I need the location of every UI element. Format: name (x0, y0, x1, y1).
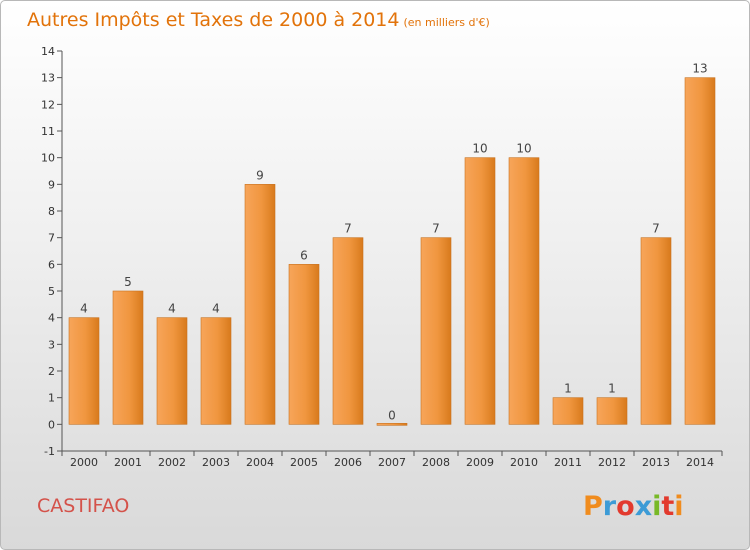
x-tick-label: 2012 (598, 456, 626, 469)
y-tick-label: 4 (48, 312, 55, 325)
x-tick-label: 2001 (114, 456, 142, 469)
bar (552, 397, 584, 425)
chart-title: Autres Impôts et Taxes de 2000 à 2014 (en… (27, 9, 490, 31)
x-tick-label: 2000 (70, 456, 98, 469)
logo-letter: i (674, 491, 684, 522)
x-tick-label: 2002 (158, 456, 186, 469)
bar (200, 317, 232, 425)
bar-value-label: 4 (168, 302, 176, 316)
x-tick-label: 2013 (642, 456, 670, 469)
bar-value-label: 13 (692, 62, 707, 76)
bar-value-label: 9 (256, 168, 264, 182)
y-tick-label: 8 (48, 205, 55, 218)
bar-value-label: 4 (80, 302, 88, 316)
bar-value-label: 4 (212, 302, 220, 316)
bar (68, 317, 100, 425)
proxiti-logo: Proxiti (583, 491, 684, 522)
x-tick-label: 2011 (554, 456, 582, 469)
bar (508, 157, 540, 425)
x-tick-label: 2004 (246, 456, 274, 469)
logo-letter: P (583, 491, 603, 522)
logo-letter: x (634, 491, 653, 522)
commune-name: CASTIFAO (37, 495, 130, 517)
x-tick-label: 2010 (510, 456, 538, 469)
logo-letter: i (652, 491, 662, 522)
y-tick-label: 11 (41, 125, 55, 138)
x-tick-label: 2008 (422, 456, 450, 469)
logo-letter: o (616, 491, 635, 522)
bar (684, 77, 716, 425)
x-tick-label: 2014 (686, 456, 714, 469)
bar (640, 237, 672, 425)
bar-value-label: 10 (516, 142, 531, 156)
x-tick-label: 2005 (290, 456, 318, 469)
y-tick-label: 0 (48, 418, 55, 431)
bar (596, 397, 628, 425)
bar (420, 237, 452, 425)
y-tick-label: 10 (41, 152, 55, 165)
bar (376, 423, 408, 426)
y-tick-label: 2 (48, 365, 55, 378)
chart-subtitle: (en milliers d'€) (403, 16, 490, 29)
bar-value-label: 6 (300, 248, 308, 262)
y-tick-label: 3 (48, 338, 55, 351)
x-tick-label: 2007 (378, 456, 406, 469)
x-tick-label: 2006 (334, 456, 362, 469)
bar-value-label: 10 (472, 142, 487, 156)
logo-letter: t (661, 491, 675, 522)
y-tick-label: 13 (41, 72, 55, 85)
bar (156, 317, 188, 425)
bar-value-label: 1 (564, 382, 572, 396)
y-tick-label: 5 (48, 285, 55, 298)
y-tick-label: 7 (48, 232, 55, 245)
bar-value-label: 7 (652, 222, 660, 236)
y-tick-label: 6 (48, 258, 55, 271)
x-tick-label: 2003 (202, 456, 230, 469)
bar-value-label: 7 (344, 222, 352, 236)
x-tick-label: 2009 (466, 456, 494, 469)
bar (288, 264, 320, 425)
bar-value-label: 5 (124, 275, 132, 289)
y-tick-label: 1 (48, 392, 55, 405)
bar-value-label: 0 (388, 408, 396, 422)
bar (244, 184, 276, 425)
bar (464, 157, 496, 425)
title-text: Autres Impôts et Taxes de 2000 à 2014 (27, 9, 400, 31)
y-tick-label: -1 (44, 445, 55, 458)
y-tick-label: 9 (48, 178, 55, 191)
bar-value-label: 1 (608, 382, 616, 396)
logo-letter: r (602, 491, 617, 522)
bar (112, 290, 144, 425)
y-tick-label: 14 (41, 45, 55, 58)
bar (332, 237, 364, 425)
bar-value-label: 7 (432, 222, 440, 236)
y-tick-label: 12 (41, 98, 55, 111)
